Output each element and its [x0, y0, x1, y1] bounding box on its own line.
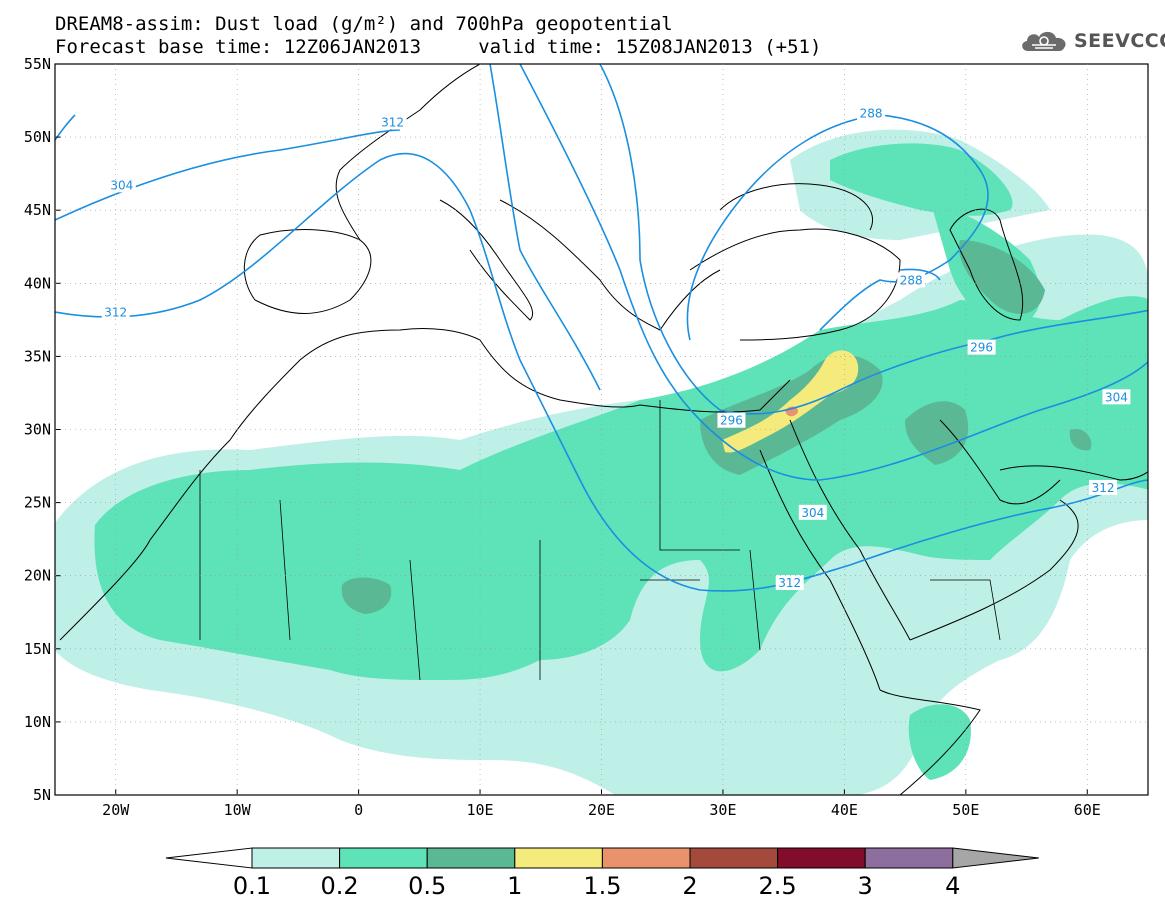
colorbar-label: 2.5	[759, 872, 797, 900]
contour-label: 312	[778, 576, 801, 590]
contour-label-bg	[967, 339, 996, 355]
contour-296-mid	[599, 64, 1148, 415]
contour-304-west	[55, 129, 401, 221]
lat-label: 55N	[24, 55, 51, 73]
cloud-icon	[1022, 31, 1066, 51]
contour-label: 312	[381, 115, 404, 129]
contour-312-upper	[489, 64, 601, 391]
colorbar-under-arrow	[165, 847, 253, 869]
contour-label-bg	[857, 105, 886, 121]
contour-label: 312	[104, 306, 127, 320]
contour-304-mid	[519, 64, 1148, 481]
contour-label: 296	[720, 414, 743, 428]
lat-label: 40N	[24, 274, 51, 292]
contour-label: 312	[1092, 481, 1115, 495]
colorbar-segment	[864, 847, 954, 869]
lat-label: 35N	[24, 347, 51, 365]
colorbar-segment	[601, 847, 691, 869]
lon-label: 40E	[831, 801, 858, 819]
map-plot-area	[55, 64, 1148, 795]
lon-label: 20E	[588, 801, 615, 819]
lat-label: 50N	[24, 128, 51, 146]
colorbar-label: 0.5	[408, 872, 446, 900]
geopotential-contours	[55, 64, 1148, 592]
lon-label: 20W	[102, 801, 130, 819]
colorbar-label: 4	[945, 872, 960, 900]
colorbar-segment	[251, 847, 341, 869]
colorbar-segment	[339, 847, 428, 869]
contour-label: 288	[860, 107, 883, 121]
title-line-2: Forecast base time: 12Z06JAN2013 valid t…	[55, 36, 822, 58]
title-line-1: DREAM8-assim: Dust load (g/m²) and 700hP…	[55, 13, 673, 35]
lat-label: 30N	[24, 421, 51, 439]
contour-288	[686, 114, 989, 341]
contour-label-bg	[798, 504, 827, 520]
contour-label: 304	[1105, 390, 1128, 404]
colorbar-label: 1.5	[583, 872, 621, 900]
colorbar-label: 1	[507, 872, 522, 900]
coastlines	[59, 64, 1148, 795]
contour-label-bg	[378, 114, 407, 130]
lat-label: 15N	[24, 640, 51, 658]
lon-label: 10W	[224, 801, 252, 819]
colorbar-label: 0.2	[321, 872, 359, 900]
contour-312-west	[55, 152, 1148, 592]
contour-288-small	[899, 268, 941, 281]
contour-labels: 312 304 312 288 288 296 296 304 304 312 312	[101, 105, 1131, 591]
lon-label: 10E	[467, 801, 494, 819]
contour-label: 296	[970, 341, 993, 355]
contour-label: 304	[801, 506, 824, 520]
colorbar-label: 3	[858, 872, 873, 900]
colorbar-segment	[777, 847, 866, 869]
contour-label: 288	[900, 273, 923, 287]
lon-label: 50E	[952, 801, 979, 819]
contour-label-bg	[897, 272, 926, 288]
lon-label: 0	[354, 801, 363, 819]
colorbar-segment	[426, 847, 516, 869]
contour-label-bg	[101, 304, 130, 320]
contour-label-bg	[775, 575, 804, 591]
lat-label: 25N	[24, 494, 51, 512]
lat-label: 10N	[24, 713, 51, 731]
colorbar: 0.1 0.2 0.5 1 1.5 2 2.5 3 4	[165, 847, 1039, 900]
contour-label-bg	[107, 177, 136, 193]
lat-label: 45N	[24, 201, 51, 219]
contour-label-bg	[717, 412, 746, 428]
contour-label-bg	[1102, 389, 1131, 405]
lon-axis: 20W 10W 0 10E 20E 30E 40E 50E 60E	[102, 64, 1101, 819]
colorbar-segment	[514, 847, 603, 869]
lat-axis: 55N 50N 45N 40N 35N 30N 25N 20N 15N 10N 5N	[24, 55, 1148, 804]
logo-text: SEEVCCC	[1074, 30, 1165, 52]
colorbar-label: 2	[682, 872, 697, 900]
lat-label: 5N	[33, 786, 51, 804]
contour-label-bg	[1089, 479, 1118, 495]
logo: SEEVCCC	[1018, 26, 1165, 56]
colorbar-over-arrow	[952, 847, 1039, 869]
colorbar-segment	[689, 847, 779, 869]
dust-shading-1	[722, 350, 859, 453]
lon-label: 30E	[709, 801, 736, 819]
contour-label: 304	[110, 178, 133, 192]
colorbar-label: 0.1	[233, 872, 271, 900]
lat-label: 20N	[24, 567, 51, 585]
lon-label: 60E	[1074, 801, 1101, 819]
